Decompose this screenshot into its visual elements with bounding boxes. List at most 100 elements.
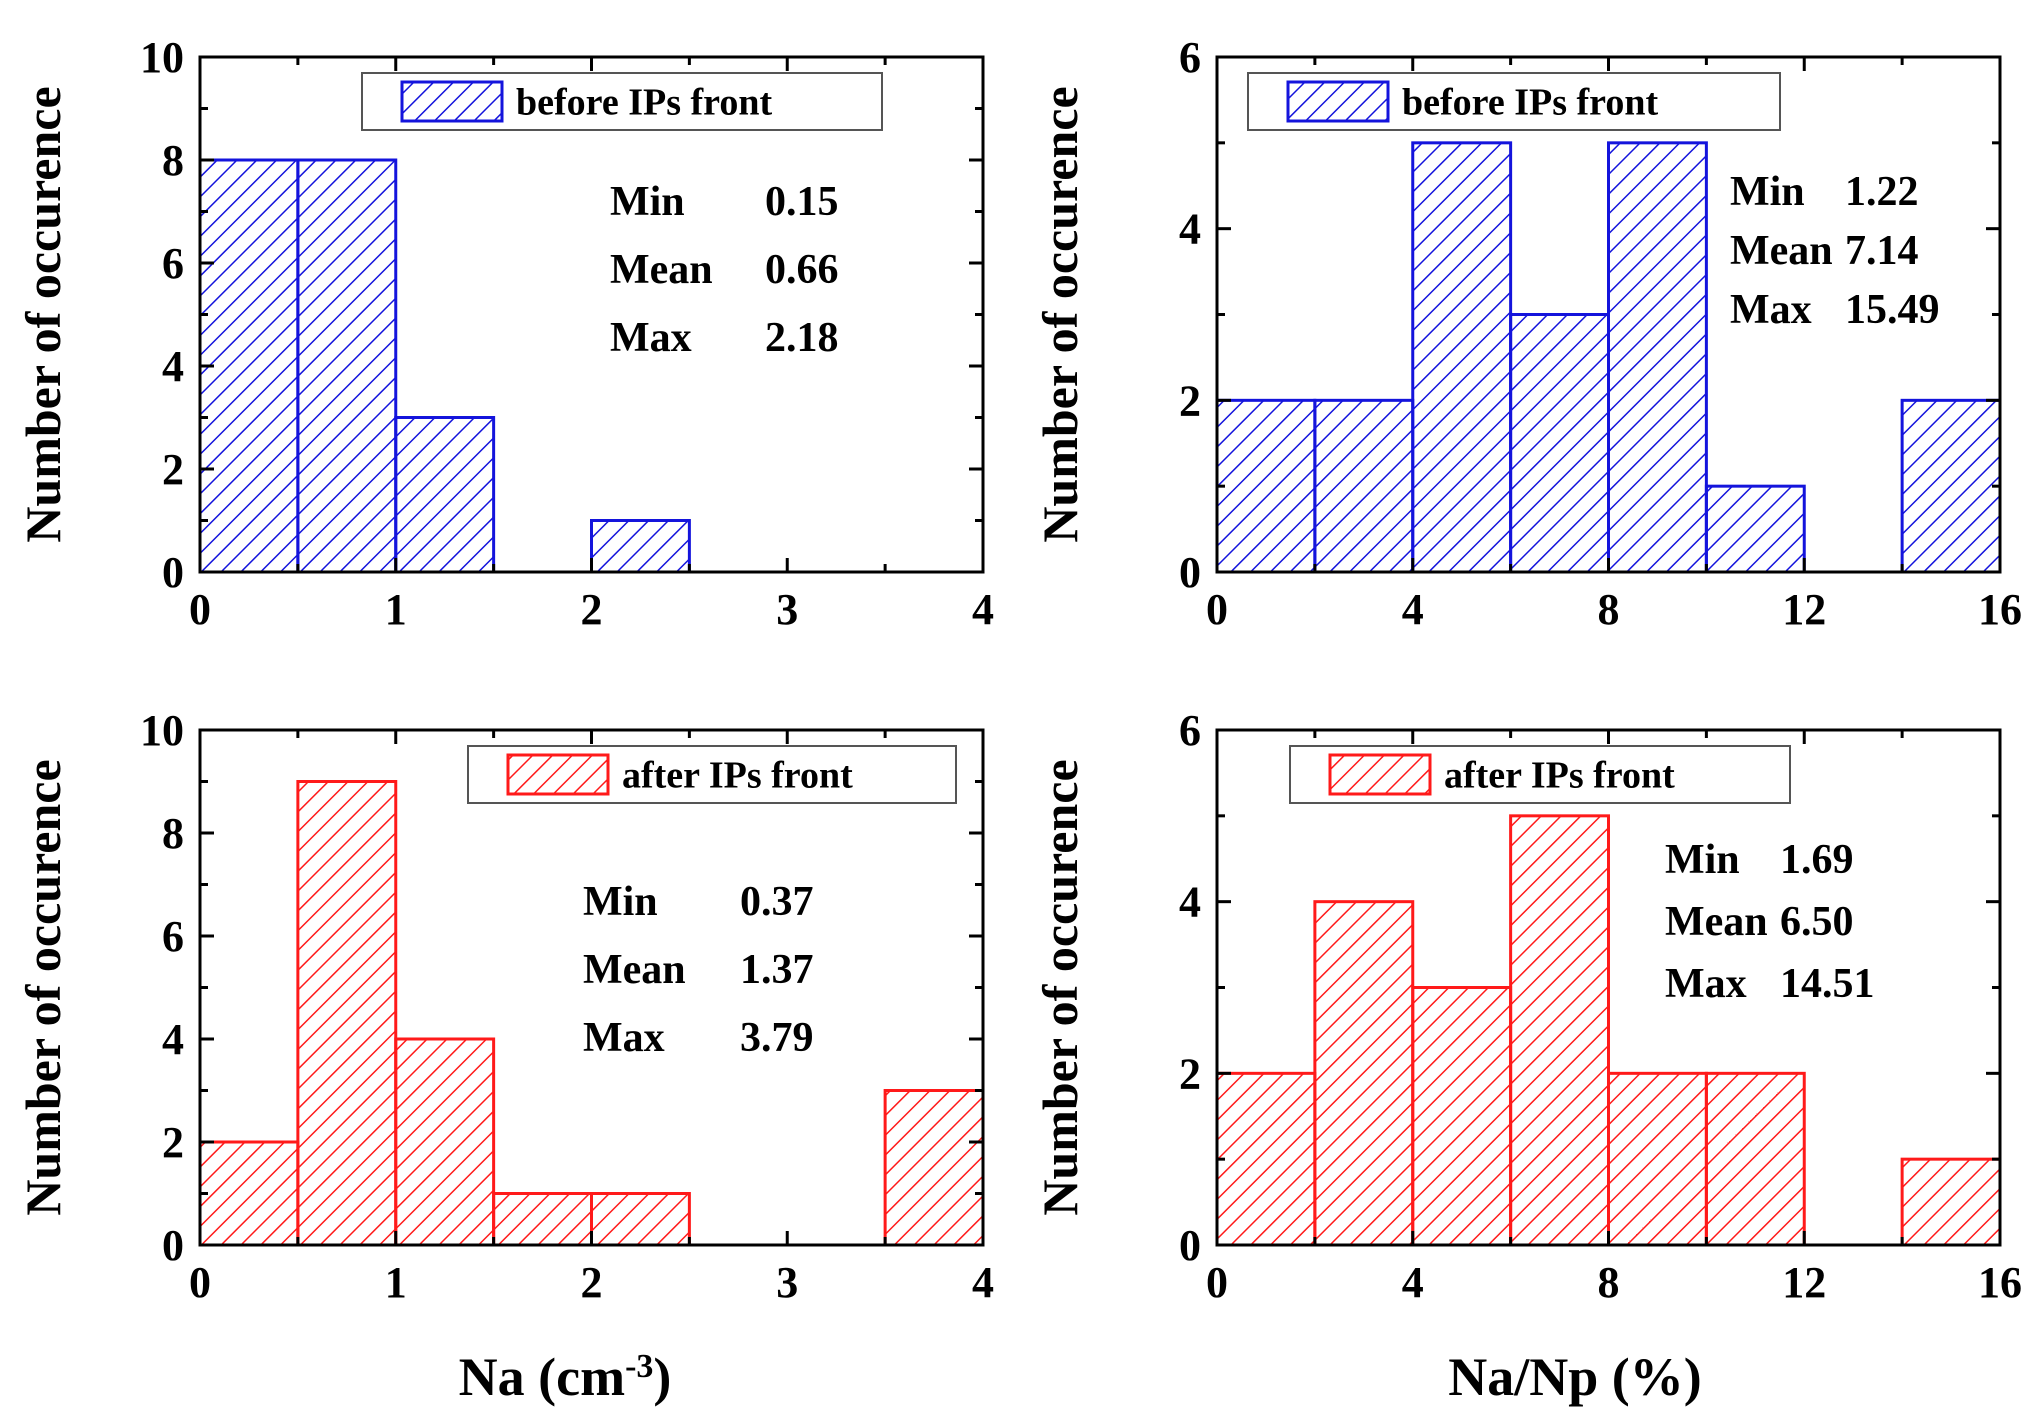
y-tick-label: 6 [162,239,184,288]
stat-label: Mean [583,947,686,993]
y-axis-title: Number of occurence [1032,86,1088,542]
stat-value: 0.66 [765,247,839,293]
histogram-bar [1411,986,1513,1247]
histogram-bar [394,416,496,574]
y-tick-label: 0 [1179,1221,1201,1270]
x-tick-label: 16 [1978,1258,2022,1307]
histogram-bar [1313,398,1415,574]
x-tick-label: 0 [1206,1258,1228,1307]
y-tick-label: 6 [1179,33,1201,82]
y-tick-label: 2 [162,1118,184,1167]
histogram-bar [1704,484,1806,574]
x-tick-label: 4 [1402,1258,1424,1307]
histogram-bar [883,1089,985,1247]
stat-label: Min [1665,837,1740,883]
y-axis-title: Number of occurence [15,759,71,1215]
histogram-bar [198,1140,300,1247]
x-tick-label: 3 [776,585,798,634]
stat-value: 2.18 [765,315,839,361]
stat-label: Max [1665,961,1747,1007]
y-tick-label: 2 [1179,376,1201,425]
stat-value: 7.14 [1845,228,1919,274]
y-axis-title: Number of occurence [15,86,71,542]
legend-label: before IPs front [1402,82,1658,124]
stat-value: 1.22 [1845,169,1919,215]
histogram-bar [492,1192,593,1247]
stat-label: Mean [610,247,713,293]
x-tick-label: 2 [581,585,603,634]
stat-label: Mean [1730,228,1833,274]
chart-top-right: 0 4 8 12 16 0 2 4 6 Number of occurence before IPs… [1032,33,2022,634]
histogram-bar [1900,398,2002,574]
histogram-bar [1313,900,1415,1247]
stats-annotation: Min 1.69 Mean 6.50 Max 14.51 [1665,837,1875,1007]
stat-label: Max [610,315,692,361]
legend-label: before IPs front [516,82,772,124]
histogram-bar [590,1192,691,1247]
stats-annotation: Min 1.22 Mean 7.14 Max 15.49 [1730,169,1940,333]
stat-value: 6.50 [1780,899,1854,945]
histogram-bar [296,780,398,1247]
x-tick-label: 2 [581,1258,603,1307]
histogram-bar [296,158,398,574]
histogram-bar [1704,1071,1806,1247]
legend-label: after IPs front [622,755,853,797]
y-tick-label: 4 [162,1015,184,1064]
y-tick-label: 8 [162,136,184,185]
y-tick-label: 6 [1179,706,1201,755]
x-tick-label: 0 [189,585,211,634]
legend: after IPs front [1289,745,1791,804]
stat-value: 3.79 [740,1015,814,1061]
stat-value: 0.37 [740,879,814,925]
x-axis-title-right: Na/Np (%) [1448,1347,1702,1407]
x-tick-label: 4 [972,1258,994,1307]
stats-annotation: Min 0.15 Mean 0.66 Max 2.18 [610,179,839,361]
x-axis-title-left: Na (cm-3) [459,1347,672,1407]
histogram-bar [198,158,300,574]
y-tick-label: 0 [1179,548,1201,597]
stats-annotation: Min 0.37 Mean 1.37 Max 3.79 [583,879,814,1061]
legend-swatch [506,753,610,796]
y-tick-label: 10 [140,33,184,82]
histogram-bar [1509,313,1610,574]
stat-label: Max [1730,287,1812,333]
y-axis-title: Number of occurence [1032,759,1088,1215]
y-tick-label: 10 [140,706,184,755]
x-tick-label: 8 [1598,1258,1620,1307]
legend: before IPs front [1247,72,1781,131]
stat-label: Min [583,879,658,925]
histogram-bar [1607,141,1708,574]
histogram-bar [1215,1071,1317,1247]
y-tick-label: 8 [162,809,184,858]
histogram-bar [1900,1157,2002,1247]
chart-bottom-right: 0 4 8 12 16 0 2 4 6 Number of occurence after IPs … [1032,706,2022,1307]
histogram-bar [1411,141,1513,574]
histogram-bar [1215,398,1317,574]
x-tick-label: 0 [189,1258,211,1307]
legend: before IPs front [361,72,883,131]
x-tick-label: 12 [1782,585,1826,634]
y-tick-label: 4 [1179,205,1201,254]
legend: after IPs front [467,745,957,804]
histogram-bar [1509,814,1610,1247]
stat-label: Max [583,1015,665,1061]
histogram-bar [394,1037,496,1247]
stat-value: 1.37 [740,947,814,993]
x-tick-label: 4 [972,585,994,634]
y-tick-label: 0 [162,548,184,597]
stat-label: Min [1730,169,1805,215]
legend-label: after IPs front [1444,755,1675,797]
x-tick-label: 8 [1598,585,1620,634]
x-tick-label: 1 [385,1258,407,1307]
x-tick-label: 1 [385,585,407,634]
stat-label: Min [610,179,685,225]
chart-top-left: 0 1 2 3 4 0 2 4 6 8 10 Number of occurence before IP… [15,33,994,634]
legend-swatch [400,80,504,123]
histogram-bar [1607,1071,1708,1247]
y-tick-label: 4 [162,342,184,391]
chart-bottom-left: 0 1 2 3 4 0 2 4 6 8 10 Number of occurence after IPs… [15,706,994,1307]
stat-value: 0.15 [765,179,839,225]
y-tick-label: 0 [162,1221,184,1270]
